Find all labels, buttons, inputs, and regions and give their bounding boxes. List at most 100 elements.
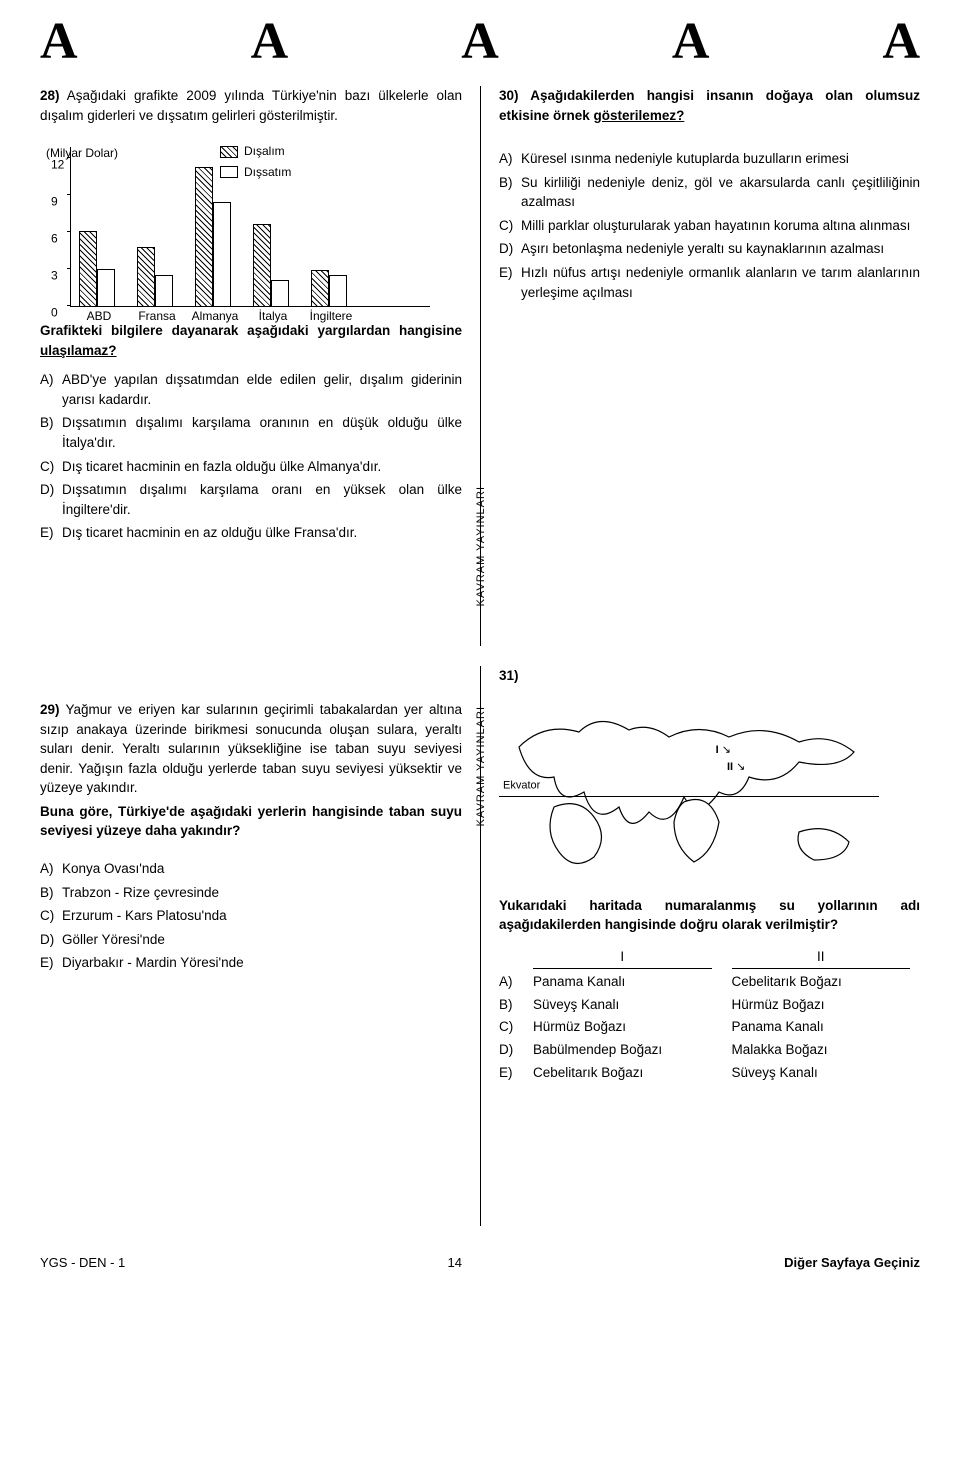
- ytick-label: 12: [51, 157, 64, 174]
- option-a[interactable]: A)Konya Ovası'nda: [40, 859, 462, 879]
- bar-disalim: [195, 167, 213, 306]
- option-label: B): [40, 413, 62, 452]
- option-text: Dış ticaret hacminin en az olduğu ülke F…: [62, 523, 462, 543]
- option-col2: Süveyş Kanalı: [722, 1063, 921, 1083]
- option-text: Diyarbakır - Mardin Yöresi'nde: [62, 953, 462, 973]
- option-label: E): [40, 953, 62, 973]
- bar-disalim: [253, 224, 271, 306]
- option-text: Su kirliliği nedeniyle deniz, göl ve aka…: [521, 173, 920, 212]
- q29-prompt: Buna göre, Türkiye'de aşağıdaki yerlerin…: [40, 802, 462, 841]
- option-col1: Babülmendep Boğazı: [523, 1040, 722, 1060]
- option-text: Aşırı betonlaşma nedeniyle yeraltı su ka…: [521, 239, 920, 259]
- bar-dissatim: [213, 202, 231, 307]
- option-label: E): [499, 263, 521, 302]
- option-label: A): [40, 370, 62, 409]
- option-text: Erzurum - Kars Platosu'nda: [62, 906, 462, 926]
- option-label: D): [40, 480, 62, 519]
- q30-number: 30): [499, 88, 519, 103]
- option-label: B): [499, 995, 523, 1015]
- option-d[interactable]: D)Dışsatımın dışalımı karşılama oranı en…: [40, 480, 462, 519]
- header-glyph: A: [251, 16, 289, 68]
- option-text: Küresel ısınma nedeniyle kutuplarda buzu…: [521, 149, 920, 169]
- q30-prompt-underline: gösterilemez?: [594, 108, 685, 123]
- q28-options: A)ABD'ye yapılan dışsatımdan elde edilen…: [40, 370, 462, 543]
- q30-options: A)Küresel ısınma nedeniyle kutuplarda bu…: [499, 149, 920, 302]
- q30-prompt: 30) Aşağıdakilerden hangisi insanın doğa…: [499, 86, 920, 125]
- q28-chart: (Milyar Dolar) Dışalım Dışsatım ABDFrans…: [50, 147, 430, 307]
- option-label: D): [499, 1040, 523, 1060]
- option-text: ABD'ye yapılan dışsatımdan elde edilen g…: [62, 370, 462, 409]
- option-label: A): [499, 972, 523, 992]
- q31-number-row: 31): [499, 666, 920, 686]
- bar-dissatim: [271, 280, 289, 306]
- q31-options-table: I II A)Panama KanalıCebelitarık BoğazıB)…: [499, 947, 920, 1082]
- equator-label: Ekvator: [503, 779, 540, 795]
- option-col1: Cebelitarık Boğazı: [523, 1063, 722, 1083]
- q28-stem: 28) Aşağıdaki grafikte 2009 yılında Türk…: [40, 86, 462, 125]
- q28-prompt: Grafikteki bilgilere dayanarak aşağıdaki…: [40, 321, 462, 360]
- option-col1: Panama Kanalı: [523, 972, 722, 992]
- q31-column-headers: I II: [499, 947, 920, 970]
- option-a[interactable]: A)ABD'ye yapılan dışsatımdan elde edilen…: [40, 370, 462, 409]
- x-category-label: ABD: [69, 308, 129, 325]
- bar-dissatim: [97, 269, 115, 306]
- option-label: D): [499, 239, 521, 259]
- bar-disalim: [137, 247, 155, 306]
- option-c[interactable]: C)Milli parklar oluşturularak yaban haya…: [499, 216, 920, 236]
- bottom-columns: KAVRAM YAYINLARI 29) Yağmur ve eriyen ka…: [40, 666, 920, 1226]
- option-a[interactable]: A)Küresel ısınma nedeniyle kutuplarda bu…: [499, 149, 920, 169]
- header-glyph: A: [461, 16, 499, 68]
- option-col1: Süveyş Kanalı: [523, 995, 722, 1015]
- q31-option-row[interactable]: D)Babülmendep BoğazıMalakka Boğazı: [499, 1040, 920, 1060]
- publisher-vertical-label: KAVRAM YAYINLARI: [474, 706, 490, 826]
- option-c[interactable]: C)Erzurum - Kars Platosu'nda: [40, 906, 462, 926]
- q31-option-row[interactable]: A)Panama KanalıCebelitarık Boğazı: [499, 972, 920, 992]
- option-text: Trabzon - Rize çevresinde: [62, 883, 462, 903]
- option-label: C): [40, 457, 62, 477]
- option-col2: Cebelitarık Boğazı: [722, 972, 921, 992]
- q31-world-map: Ekvator I ↘II ↘: [499, 692, 879, 882]
- option-text: Hızlı nüfus artışı nedeniyle ormanlık al…: [521, 263, 920, 302]
- option-text: Konya Ovası'nda: [62, 859, 462, 879]
- option-label: B): [499, 173, 521, 212]
- ytick-label: 3: [51, 268, 58, 285]
- top-columns: KAVRAM YAYINLARI 28) Aşağıdaki grafikte …: [40, 86, 920, 646]
- ytick-label: 0: [51, 304, 58, 321]
- x-category-label: İngiltere: [301, 308, 361, 325]
- option-b[interactable]: B)Trabzon - Rize çevresinde: [40, 883, 462, 903]
- q31-block: 31) Ekvator I ↘II ↘ Yukarıdaki haritada …: [480, 666, 920, 1226]
- q31-option-row[interactable]: B)Süveyş KanalıHürmüz Boğazı: [499, 995, 920, 1015]
- option-label: E): [40, 523, 62, 543]
- footer-right: Diğer Sayfaya Geçiniz: [784, 1254, 920, 1273]
- q28-block: 28) Aşağıdaki grafikte 2009 yılında Türk…: [40, 86, 480, 646]
- header-glyph: A: [672, 16, 710, 68]
- option-e[interactable]: E)Hızlı nüfus artışı nedeniyle ormanlık …: [499, 263, 920, 302]
- q30-prompt-text: Aşağıdakilerden hangisi insanın doğaya o…: [499, 88, 920, 123]
- q29-block: 29) Yağmur ve eriyen kar sularının geçir…: [40, 666, 480, 1226]
- footer-page-number: 14: [447, 1254, 461, 1273]
- ytick-label: 9: [51, 194, 58, 211]
- bar-dissatim: [329, 275, 347, 306]
- option-text: Göller Yöresi'nde: [62, 930, 462, 950]
- option-label: C): [40, 906, 62, 926]
- option-d[interactable]: D)Göller Yöresi'nde: [40, 930, 462, 950]
- q31-option-row[interactable]: C)Hürmüz BoğazıPanama Kanalı: [499, 1017, 920, 1037]
- option-label: A): [499, 149, 521, 169]
- header-glyph: A: [882, 16, 920, 68]
- q29-options: A)Konya Ovası'nda B)Trabzon - Rize çevre…: [40, 859, 462, 973]
- option-label: C): [499, 216, 521, 236]
- col-header-2: II: [732, 947, 911, 970]
- q28-stem-text: Aşağıdaki grafikte 2009 yılında Türkiye'…: [40, 88, 462, 123]
- bar-dissatim: [155, 275, 173, 306]
- option-b[interactable]: B)Dışsatımın dışalımı karşılama oranının…: [40, 413, 462, 452]
- option-d[interactable]: D)Aşırı betonlaşma nedeniyle yeraltı su …: [499, 239, 920, 259]
- option-b[interactable]: B)Su kirliliği nedeniyle deniz, göl ve a…: [499, 173, 920, 212]
- option-c[interactable]: C)Dış ticaret hacminin en fazla olduğu ü…: [40, 457, 462, 477]
- option-e[interactable]: E)Dış ticaret hacminin en az olduğu ülke…: [40, 523, 462, 543]
- q28-prompt-underline: ulaşılamaz?: [40, 343, 117, 358]
- header-glyph: A: [40, 16, 78, 68]
- option-e[interactable]: E)Diyarbakır - Mardin Yöresi'nde: [40, 953, 462, 973]
- option-text: Dışsatımın dışalımı karşılama oranı en y…: [62, 480, 462, 519]
- q31-option-row[interactable]: E)Cebelitarık BoğazıSüveyş Kanalı: [499, 1063, 920, 1083]
- option-label: E): [499, 1063, 523, 1083]
